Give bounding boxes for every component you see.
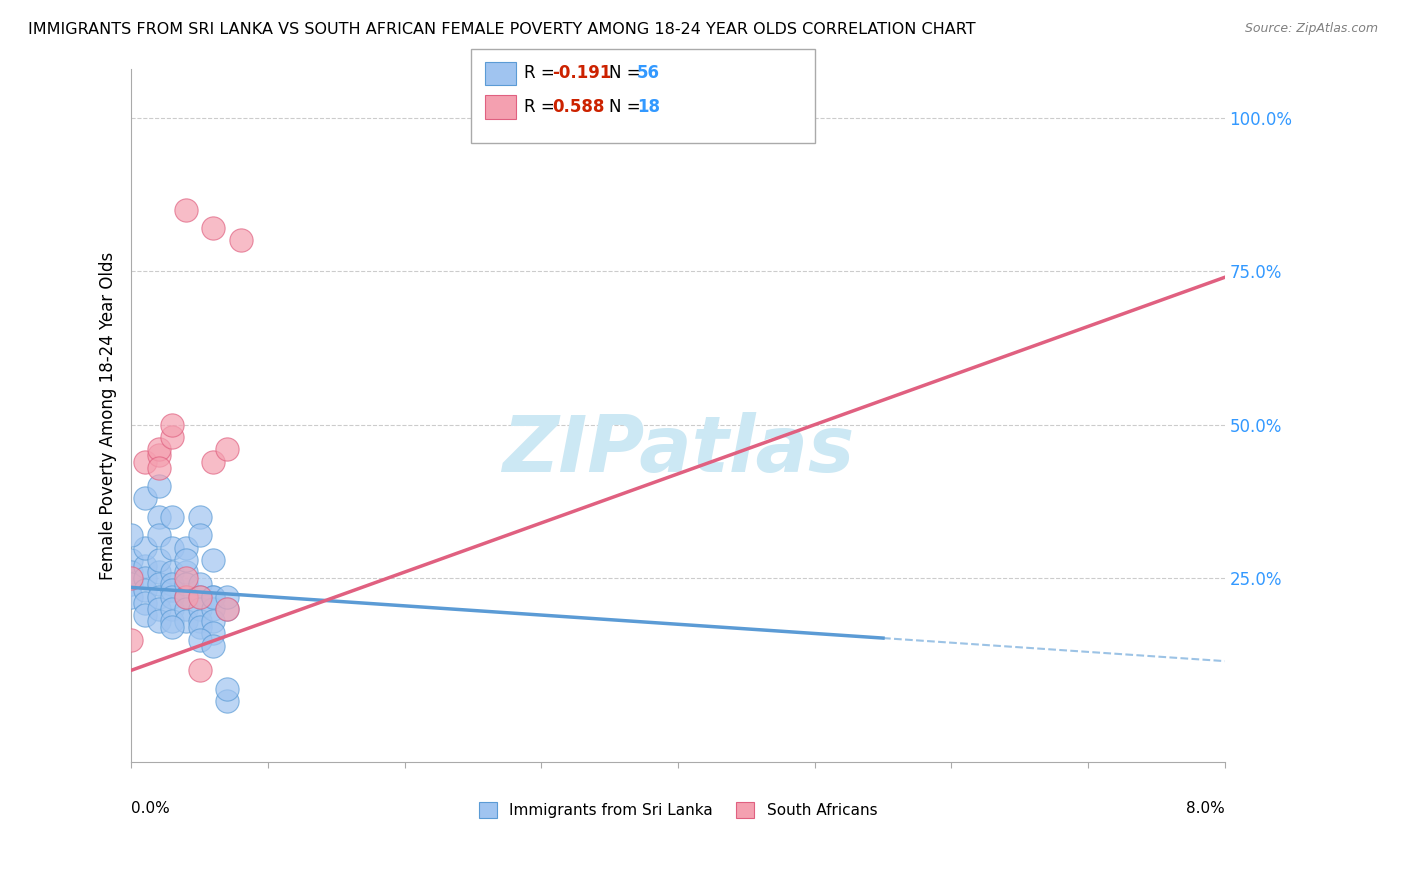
Point — [202, 614, 225, 628]
Point — [202, 602, 225, 616]
Point — [174, 602, 197, 616]
Point — [120, 632, 142, 647]
Point — [148, 460, 170, 475]
Point — [134, 608, 156, 623]
Point — [134, 558, 156, 573]
Point — [188, 620, 211, 634]
Text: 18: 18 — [637, 98, 659, 116]
Point — [188, 509, 211, 524]
Text: 8.0%: 8.0% — [1187, 801, 1225, 815]
Point — [215, 602, 238, 616]
Point — [202, 626, 225, 640]
Point — [148, 442, 170, 457]
Point — [120, 590, 142, 604]
Point — [134, 454, 156, 468]
Text: IMMIGRANTS FROM SRI LANKA VS SOUTH AFRICAN FEMALE POVERTY AMONG 18-24 YEAR OLDS : IMMIGRANTS FROM SRI LANKA VS SOUTH AFRIC… — [28, 22, 976, 37]
Text: 0.588: 0.588 — [553, 98, 605, 116]
Point — [174, 590, 197, 604]
Point — [162, 509, 184, 524]
Point — [202, 454, 225, 468]
Point — [174, 565, 197, 579]
Point — [174, 541, 197, 555]
Point — [188, 602, 211, 616]
Point — [215, 442, 238, 457]
Point — [229, 234, 252, 248]
Point — [162, 417, 184, 432]
Point — [148, 565, 170, 579]
Point — [120, 577, 142, 591]
Point — [188, 590, 211, 604]
Point — [120, 553, 142, 567]
Point — [215, 602, 238, 616]
Point — [120, 571, 142, 585]
Point — [215, 681, 238, 696]
Text: R =: R = — [524, 64, 561, 82]
Point — [148, 479, 170, 493]
Point — [134, 541, 156, 555]
Point — [162, 602, 184, 616]
Point — [134, 583, 156, 598]
Point — [174, 590, 197, 604]
Point — [162, 583, 184, 598]
Text: N =: N = — [609, 64, 645, 82]
Point — [162, 614, 184, 628]
Point — [162, 565, 184, 579]
Point — [174, 571, 197, 585]
Point — [188, 614, 211, 628]
Point — [174, 614, 197, 628]
Point — [188, 577, 211, 591]
Point — [148, 614, 170, 628]
Point — [148, 553, 170, 567]
Point — [162, 430, 184, 444]
Text: 56: 56 — [637, 64, 659, 82]
Point — [148, 577, 170, 591]
Point — [188, 590, 211, 604]
Point — [174, 202, 197, 217]
Point — [148, 449, 170, 463]
Point — [215, 694, 238, 708]
Text: N =: N = — [609, 98, 645, 116]
Text: Source: ZipAtlas.com: Source: ZipAtlas.com — [1244, 22, 1378, 36]
Point — [134, 491, 156, 506]
Point — [120, 528, 142, 542]
Point — [134, 571, 156, 585]
Text: ZIPatlas: ZIPatlas — [502, 412, 853, 488]
Point — [148, 602, 170, 616]
Point — [174, 553, 197, 567]
Point — [202, 639, 225, 653]
Point — [148, 509, 170, 524]
Point — [202, 590, 225, 604]
Point — [188, 632, 211, 647]
Point — [162, 620, 184, 634]
Point — [148, 528, 170, 542]
Point — [188, 528, 211, 542]
Text: 0.0%: 0.0% — [131, 801, 170, 815]
Point — [215, 590, 238, 604]
Point — [120, 565, 142, 579]
Point — [202, 590, 225, 604]
Point — [174, 577, 197, 591]
Point — [188, 663, 211, 677]
Point — [162, 590, 184, 604]
Point — [202, 221, 225, 235]
Text: R =: R = — [524, 98, 561, 116]
Legend: Immigrants from Sri Lanka, South Africans: Immigrants from Sri Lanka, South African… — [472, 796, 883, 824]
Point — [148, 590, 170, 604]
Point — [202, 553, 225, 567]
Y-axis label: Female Poverty Among 18-24 Year Olds: Female Poverty Among 18-24 Year Olds — [100, 252, 117, 580]
Text: -0.191: -0.191 — [553, 64, 612, 82]
Point — [162, 577, 184, 591]
Point — [134, 596, 156, 610]
Point — [162, 541, 184, 555]
